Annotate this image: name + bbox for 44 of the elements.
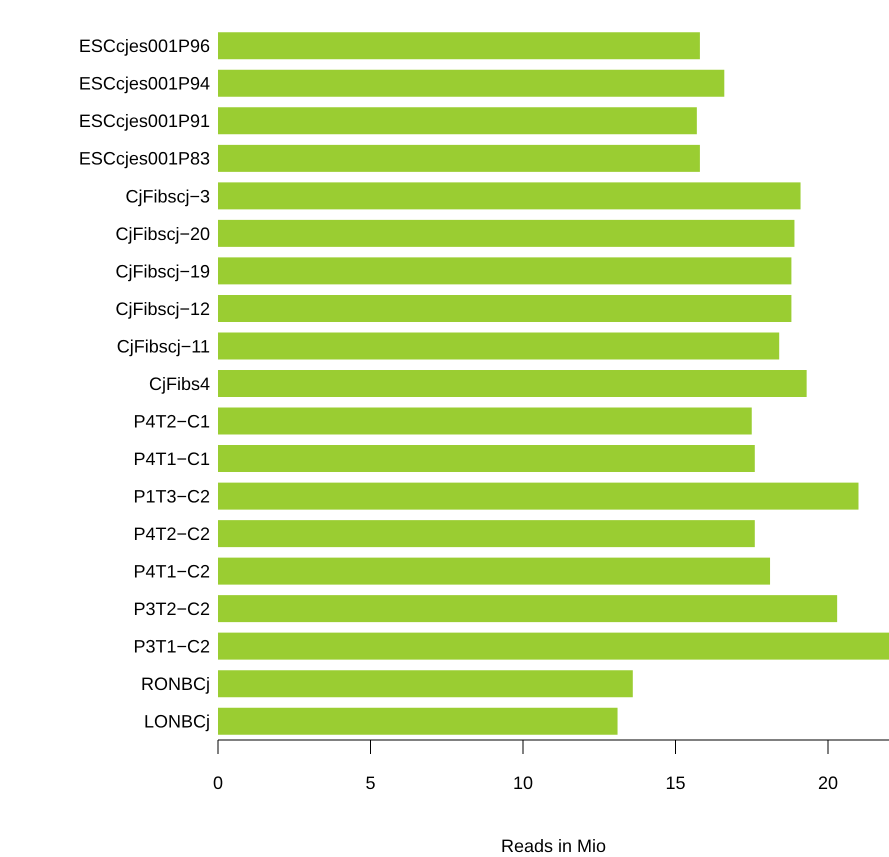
bar bbox=[218, 632, 889, 660]
bar bbox=[218, 708, 618, 735]
bar bbox=[218, 670, 633, 698]
bar bbox=[218, 408, 752, 435]
bar bbox=[218, 144, 700, 172]
y-tick-label: RONBCj bbox=[140, 674, 210, 694]
bar bbox=[218, 595, 838, 622]
bar bbox=[218, 32, 700, 60]
bar bbox=[218, 294, 792, 322]
x-axis-title: Reads in Mio bbox=[500, 836, 606, 856]
bar bbox=[218, 182, 801, 210]
bar bbox=[218, 70, 724, 97]
bar bbox=[218, 257, 792, 284]
y-tick-label: ESCcjes001P96 bbox=[78, 36, 210, 56]
y-tick-label: CjFibscj−12 bbox=[115, 298, 210, 319]
y-tick-label: CjFibs4 bbox=[148, 374, 210, 394]
y-tick-label: LONBCj bbox=[144, 712, 210, 732]
x-tick-label: 10 bbox=[512, 772, 534, 793]
y-tick-label: P4T1−C1 bbox=[133, 448, 210, 469]
x-tick-label: 5 bbox=[365, 772, 376, 793]
y-tick-label: P3T2−C2 bbox=[133, 599, 210, 620]
y-tick-label: CjFibscj−3 bbox=[125, 186, 210, 206]
y-tick-label: P1T3−C2 bbox=[133, 486, 210, 506]
y-tick-label: ESCcjes001P91 bbox=[78, 111, 210, 132]
x-tick-label: 20 bbox=[818, 772, 838, 793]
x-tick-label: 15 bbox=[665, 772, 686, 793]
y-tick-label: P4T1−C2 bbox=[133, 562, 210, 582]
bar bbox=[218, 482, 858, 510]
bar bbox=[218, 520, 755, 548]
y-tick-label: P4T2−C2 bbox=[133, 524, 210, 544]
bar bbox=[218, 107, 697, 134]
y-tick-label: CjFibscj−19 bbox=[115, 261, 210, 282]
bar bbox=[218, 445, 755, 472]
x-tick-label: 0 bbox=[212, 772, 224, 793]
y-tick-label: P4T2−C1 bbox=[133, 411, 210, 432]
y-tick-label: ESCcjes001P83 bbox=[78, 148, 210, 169]
y-tick-label: P3T1−C2 bbox=[133, 636, 210, 657]
bar bbox=[218, 332, 780, 360]
y-tick-label: CjFibscj−11 bbox=[116, 336, 210, 356]
bar bbox=[218, 370, 807, 397]
bar bbox=[218, 220, 794, 247]
y-tick-label: CjFibscj−20 bbox=[115, 224, 210, 244]
bar bbox=[218, 558, 770, 585]
y-tick-label: ESCcjes001P94 bbox=[78, 74, 210, 94]
